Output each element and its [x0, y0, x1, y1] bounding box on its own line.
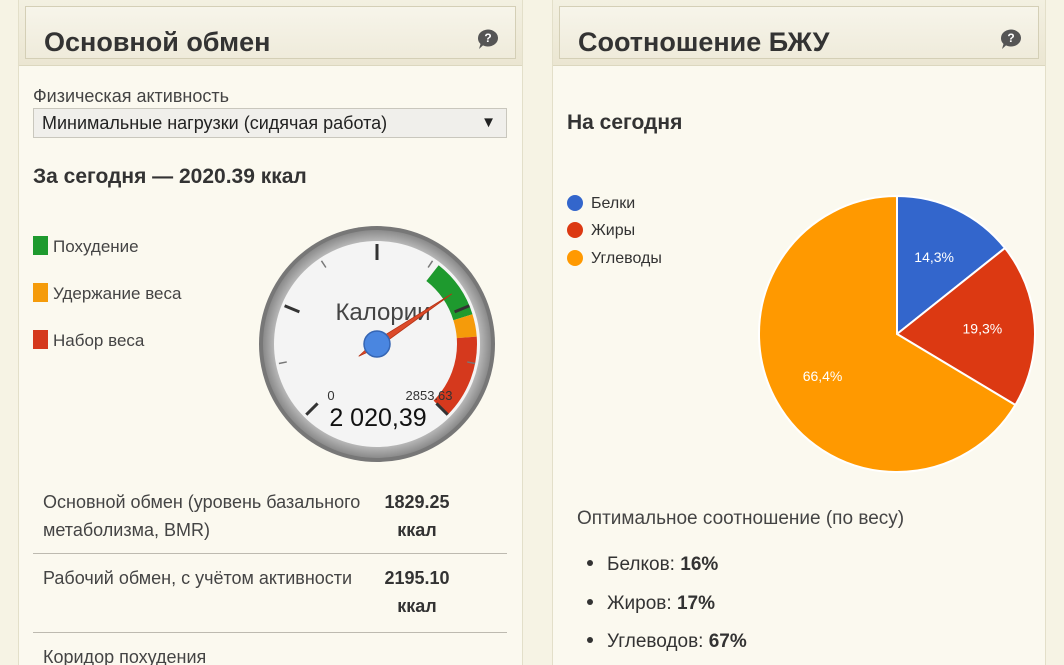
gauge-minor-tick [467, 361, 476, 365]
legend-dot-orange [567, 250, 583, 266]
gauge-minor-tick [320, 260, 327, 268]
pie-slice-1[interactable] [895, 246, 1036, 407]
legend-item-maintain: Удержание веса [33, 283, 181, 305]
gauge-label: Калории [335, 299, 430, 326]
macros-panel-title: Соотношение БЖУ [578, 27, 830, 57]
legend-dot-red [567, 222, 583, 238]
optimal-item-protein: Белков: 16% [587, 554, 718, 576]
pie-legend-fat: Жиры [567, 221, 635, 241]
bmr-panel-header: Основной обмен ? [19, 0, 522, 66]
today-calories-summary: За сегодня — 2020.39 ккал [33, 165, 307, 188]
svg-text:?: ? [1007, 31, 1014, 45]
gauge-major-tick [454, 304, 470, 314]
stat-row-working: Рабочий обмен, с учётом активности 2195.… [33, 554, 507, 633]
svg-text:?: ? [484, 31, 491, 45]
gauge-needle-hub [363, 330, 391, 358]
gauge-minor-tick [427, 260, 434, 268]
macros-subtitle: На сегодня [567, 111, 683, 134]
macros-panel-header: Соотношение БЖУ ? [553, 0, 1045, 66]
gauge-major-tick [284, 304, 300, 314]
gauge-min-label: 0 [327, 388, 334, 403]
pie-slice-label-1: 19,3% [963, 320, 1003, 336]
activity-select[interactable]: Минимальные нагрузки (сидячая работа) ▼ [33, 108, 507, 138]
optimal-item-fat: Жиров: 17% [587, 593, 715, 615]
gauge-value-readout: 2 020,39 [329, 404, 426, 432]
gauge-zone-1 [453, 314, 477, 339]
gauge-major-tick [435, 402, 449, 416]
stat-value-working: 2195.10 ккал [384, 568, 450, 616]
optimal-ratio-title: Оптимальное соотношение (по весу) [577, 508, 905, 529]
activity-label: Физическая активность [33, 86, 229, 106]
legend-dot-blue [567, 195, 583, 211]
activity-select-value: Минимальные нагрузки (сидячая работа) [42, 113, 388, 133]
stat-label-bmr: Основной обмен (уровень базального метаб… [43, 492, 361, 540]
pie-legend-protein: Белки [567, 194, 635, 214]
legend-swatch-orange [33, 283, 48, 302]
gauge-max-label: 2853.63 [406, 388, 453, 403]
optimal-item-carbs: Углеводов: 67% [587, 631, 747, 653]
help-bubble-icon[interactable]: ? [475, 27, 501, 53]
legend-swatch-green [33, 236, 48, 255]
stat-row-bmr: Основной обмен (уровень базального метаб… [33, 478, 507, 554]
macros-pie-chart: 14,3% 19,3% 66,4% [758, 194, 1036, 473]
bmr-panel-title: Основной обмен [44, 27, 271, 57]
calorie-gauge: Калории 0 2853.63 2 020,39 [259, 226, 495, 462]
legend-item-weight-loss: Похудение [33, 236, 139, 258]
pie-slice-2[interactable] [758, 194, 1017, 473]
stat-label-working: Рабочий обмен, с учётом активности [43, 568, 353, 588]
help-bubble-icon[interactable]: ? [998, 27, 1024, 53]
stats-table: Основной обмен (уровень базального метаб… [33, 478, 507, 665]
legend-swatch-red [33, 330, 48, 349]
stat-value-bmr: 1829.25 ккал [384, 492, 450, 540]
gauge-major-tick [305, 402, 319, 416]
pie-slice-0[interactable] [896, 194, 1007, 337]
legend-item-gain: Набор веса [33, 330, 144, 352]
pie-legend-carbs: Углеводы [567, 249, 662, 269]
pie-slice-label-0: 14,3% [914, 249, 954, 265]
stat-label-corridor: Коридор похудения [43, 647, 207, 665]
macros-panel: Соотношение БЖУ ? На сегодня Белки Жиры … [552, 0, 1046, 665]
stat-row-weightloss-corridor: Коридор похудения [33, 633, 507, 665]
gauge-zone-0 [426, 265, 473, 321]
gauge-minor-tick [278, 361, 287, 365]
dropdown-arrow-icon: ▼ [481, 114, 496, 131]
bmr-panel: Основной обмен ? Физическая активность М… [18, 0, 523, 665]
pie-slice-label-2: 66,4% [803, 368, 843, 384]
gauge-zone-2 [433, 336, 477, 415]
